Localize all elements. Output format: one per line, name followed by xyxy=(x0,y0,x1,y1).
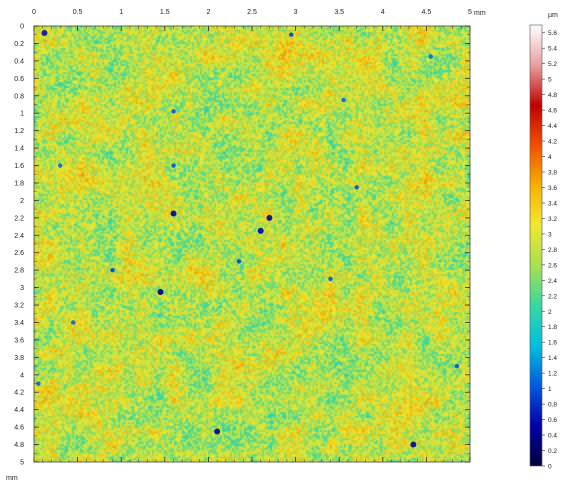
x-tick-label: 2.5 xyxy=(247,9,257,16)
height-map-image xyxy=(34,26,470,462)
colorbar-tick-label: 0.2 xyxy=(548,448,557,455)
colorbar-tick-label: 3.8 xyxy=(548,170,557,177)
pit-mark xyxy=(36,381,41,386)
colorbar-tick-label: 3.2 xyxy=(548,216,557,223)
colorbar-unit: µm xyxy=(548,12,558,19)
y-tick-label: 3.8 xyxy=(14,355,24,362)
pit-mark xyxy=(341,97,346,103)
pit-mark xyxy=(354,185,359,190)
pit-mark xyxy=(289,32,294,37)
y-tick-label: 0.4 xyxy=(14,58,24,65)
y-tick-label: 0.8 xyxy=(14,93,24,100)
colorbar-tick-label: 1.2 xyxy=(548,371,557,378)
pit-mark xyxy=(428,54,433,59)
colorbar-tick-label: 4.4 xyxy=(548,123,557,130)
colorbar-tick-label: 3.4 xyxy=(548,200,557,207)
pit-mark xyxy=(266,214,273,221)
pit-mark xyxy=(110,267,115,273)
y-tick-label: 4 xyxy=(20,372,24,379)
y-tick-label: 3.4 xyxy=(14,320,24,327)
colorbar-tick-label: 4.6 xyxy=(548,108,557,115)
colorbar-tick-labels: 5.6 5.4 5.2 5 4.8 4.6 4.4 4.2 4 3.8 3.6 3.4 3.2 3 2.8 2… xyxy=(542,30,557,471)
x-tick-label: 2 xyxy=(206,9,210,16)
colorbar-tick-label: 0 xyxy=(548,464,552,471)
colorbar-tick-label: 5 xyxy=(548,77,552,84)
y-tick-label: 1 xyxy=(20,111,24,118)
x-tick-label: 5 xyxy=(468,9,472,16)
y-tick-label: 1.8 xyxy=(14,180,24,187)
y-axis-unit: mm xyxy=(6,475,18,482)
y-tick-label: 4.6 xyxy=(14,425,24,432)
y-tick-label: 4.4 xyxy=(14,407,24,414)
x-tick-label: 4.5 xyxy=(422,9,432,16)
pit-mark xyxy=(170,210,177,217)
colorbar-tick-label: 2 xyxy=(548,309,552,316)
colorbar-tick-label: 2.4 xyxy=(548,278,557,285)
colorbar-tick-label: 5.2 xyxy=(548,61,557,68)
x-tick-label: 0.5 xyxy=(73,9,83,16)
pit-mark xyxy=(171,163,176,168)
colorbar-tick-label: 3 xyxy=(548,231,552,238)
y-tick-label: 2.8 xyxy=(14,268,24,275)
colorbar-tick-label: 2.2 xyxy=(548,293,557,300)
pit-mark xyxy=(57,163,63,168)
y-tick-label: 2.6 xyxy=(14,250,24,257)
y-axis-ticks xyxy=(34,25,470,463)
y-tick-label: 1.4 xyxy=(14,146,24,153)
colorbar-tick-label: 0.6 xyxy=(548,417,557,424)
colorbar-tick-label: 4 xyxy=(548,154,552,161)
pit-mark xyxy=(236,259,242,264)
y-tick-label: 3.6 xyxy=(14,337,24,344)
y-axis-tick-labels: 0 0.2 0.4 0.6 0.8 1 1.2 1.4 1.6 1.8 2 2.2 2.4 2.6 2.8 3… xyxy=(14,24,24,467)
y-tick-label: 3 xyxy=(20,285,24,292)
y-tick-label: 2.4 xyxy=(14,233,24,240)
x-tick-label: 3.5 xyxy=(334,9,344,16)
pit-mark xyxy=(171,109,176,114)
x-axis-unit: mm xyxy=(474,10,486,17)
colorbar-tick-label: 0.8 xyxy=(548,402,557,409)
y-tick-label: 5 xyxy=(20,460,24,467)
x-tick-label: 1 xyxy=(119,9,123,16)
pit-mark xyxy=(328,276,333,282)
y-tick-label: 0 xyxy=(20,24,24,31)
pit-mark xyxy=(157,288,164,295)
x-tick-label: 4 xyxy=(381,9,385,16)
colorbar-tick-label: 0.4 xyxy=(548,433,557,440)
pit-mark xyxy=(214,428,221,435)
colorbar-tick-label: 1 xyxy=(548,386,552,393)
y-tick-label: 4.8 xyxy=(14,442,24,449)
y-tick-label: 3.2 xyxy=(14,303,24,310)
colorbar xyxy=(529,24,543,467)
x-tick-label: 0 xyxy=(32,9,36,16)
colorbar-tick-label: 1.8 xyxy=(548,324,557,331)
colorbar-tick-label: 5.4 xyxy=(548,46,557,53)
x-tick-label: 3 xyxy=(294,9,298,16)
colorbar-tick-label: 4.2 xyxy=(548,139,557,146)
colorbar-tick-label: 1.6 xyxy=(548,340,557,347)
colorbar-tick-label: 3.6 xyxy=(548,185,557,192)
y-tick-label: 2.2 xyxy=(14,215,24,222)
colorbar-tick-label: 5.6 xyxy=(548,30,557,37)
colorbar-tick-label: 2.8 xyxy=(548,247,557,254)
y-tick-label: 0.2 xyxy=(14,41,24,48)
pit-mark xyxy=(257,227,264,234)
pit-mark xyxy=(454,363,460,369)
pit-marks xyxy=(36,29,460,448)
colorbar-tick-label: 1.4 xyxy=(548,355,557,362)
pit-mark xyxy=(41,29,48,36)
y-tick-label: 1.6 xyxy=(14,163,24,170)
x-tick-label: 1.5 xyxy=(160,9,170,16)
y-tick-label: 4.2 xyxy=(14,390,24,397)
y-tick-label: 2 xyxy=(20,198,24,205)
y-tick-label: 0.6 xyxy=(14,76,24,83)
pit-mark xyxy=(410,441,417,448)
colorbar-tick-label: 4.8 xyxy=(548,92,557,99)
pit-mark xyxy=(71,320,76,325)
x-axis-ticks xyxy=(33,26,471,462)
colorbar-tick-label: 2.6 xyxy=(548,262,557,269)
x-axis-tick-labels: 0 0.5 1 1.5 2 2.5 3 3.5 4 4.5 5 xyxy=(32,9,472,16)
y-tick-label: 1.2 xyxy=(14,128,24,135)
